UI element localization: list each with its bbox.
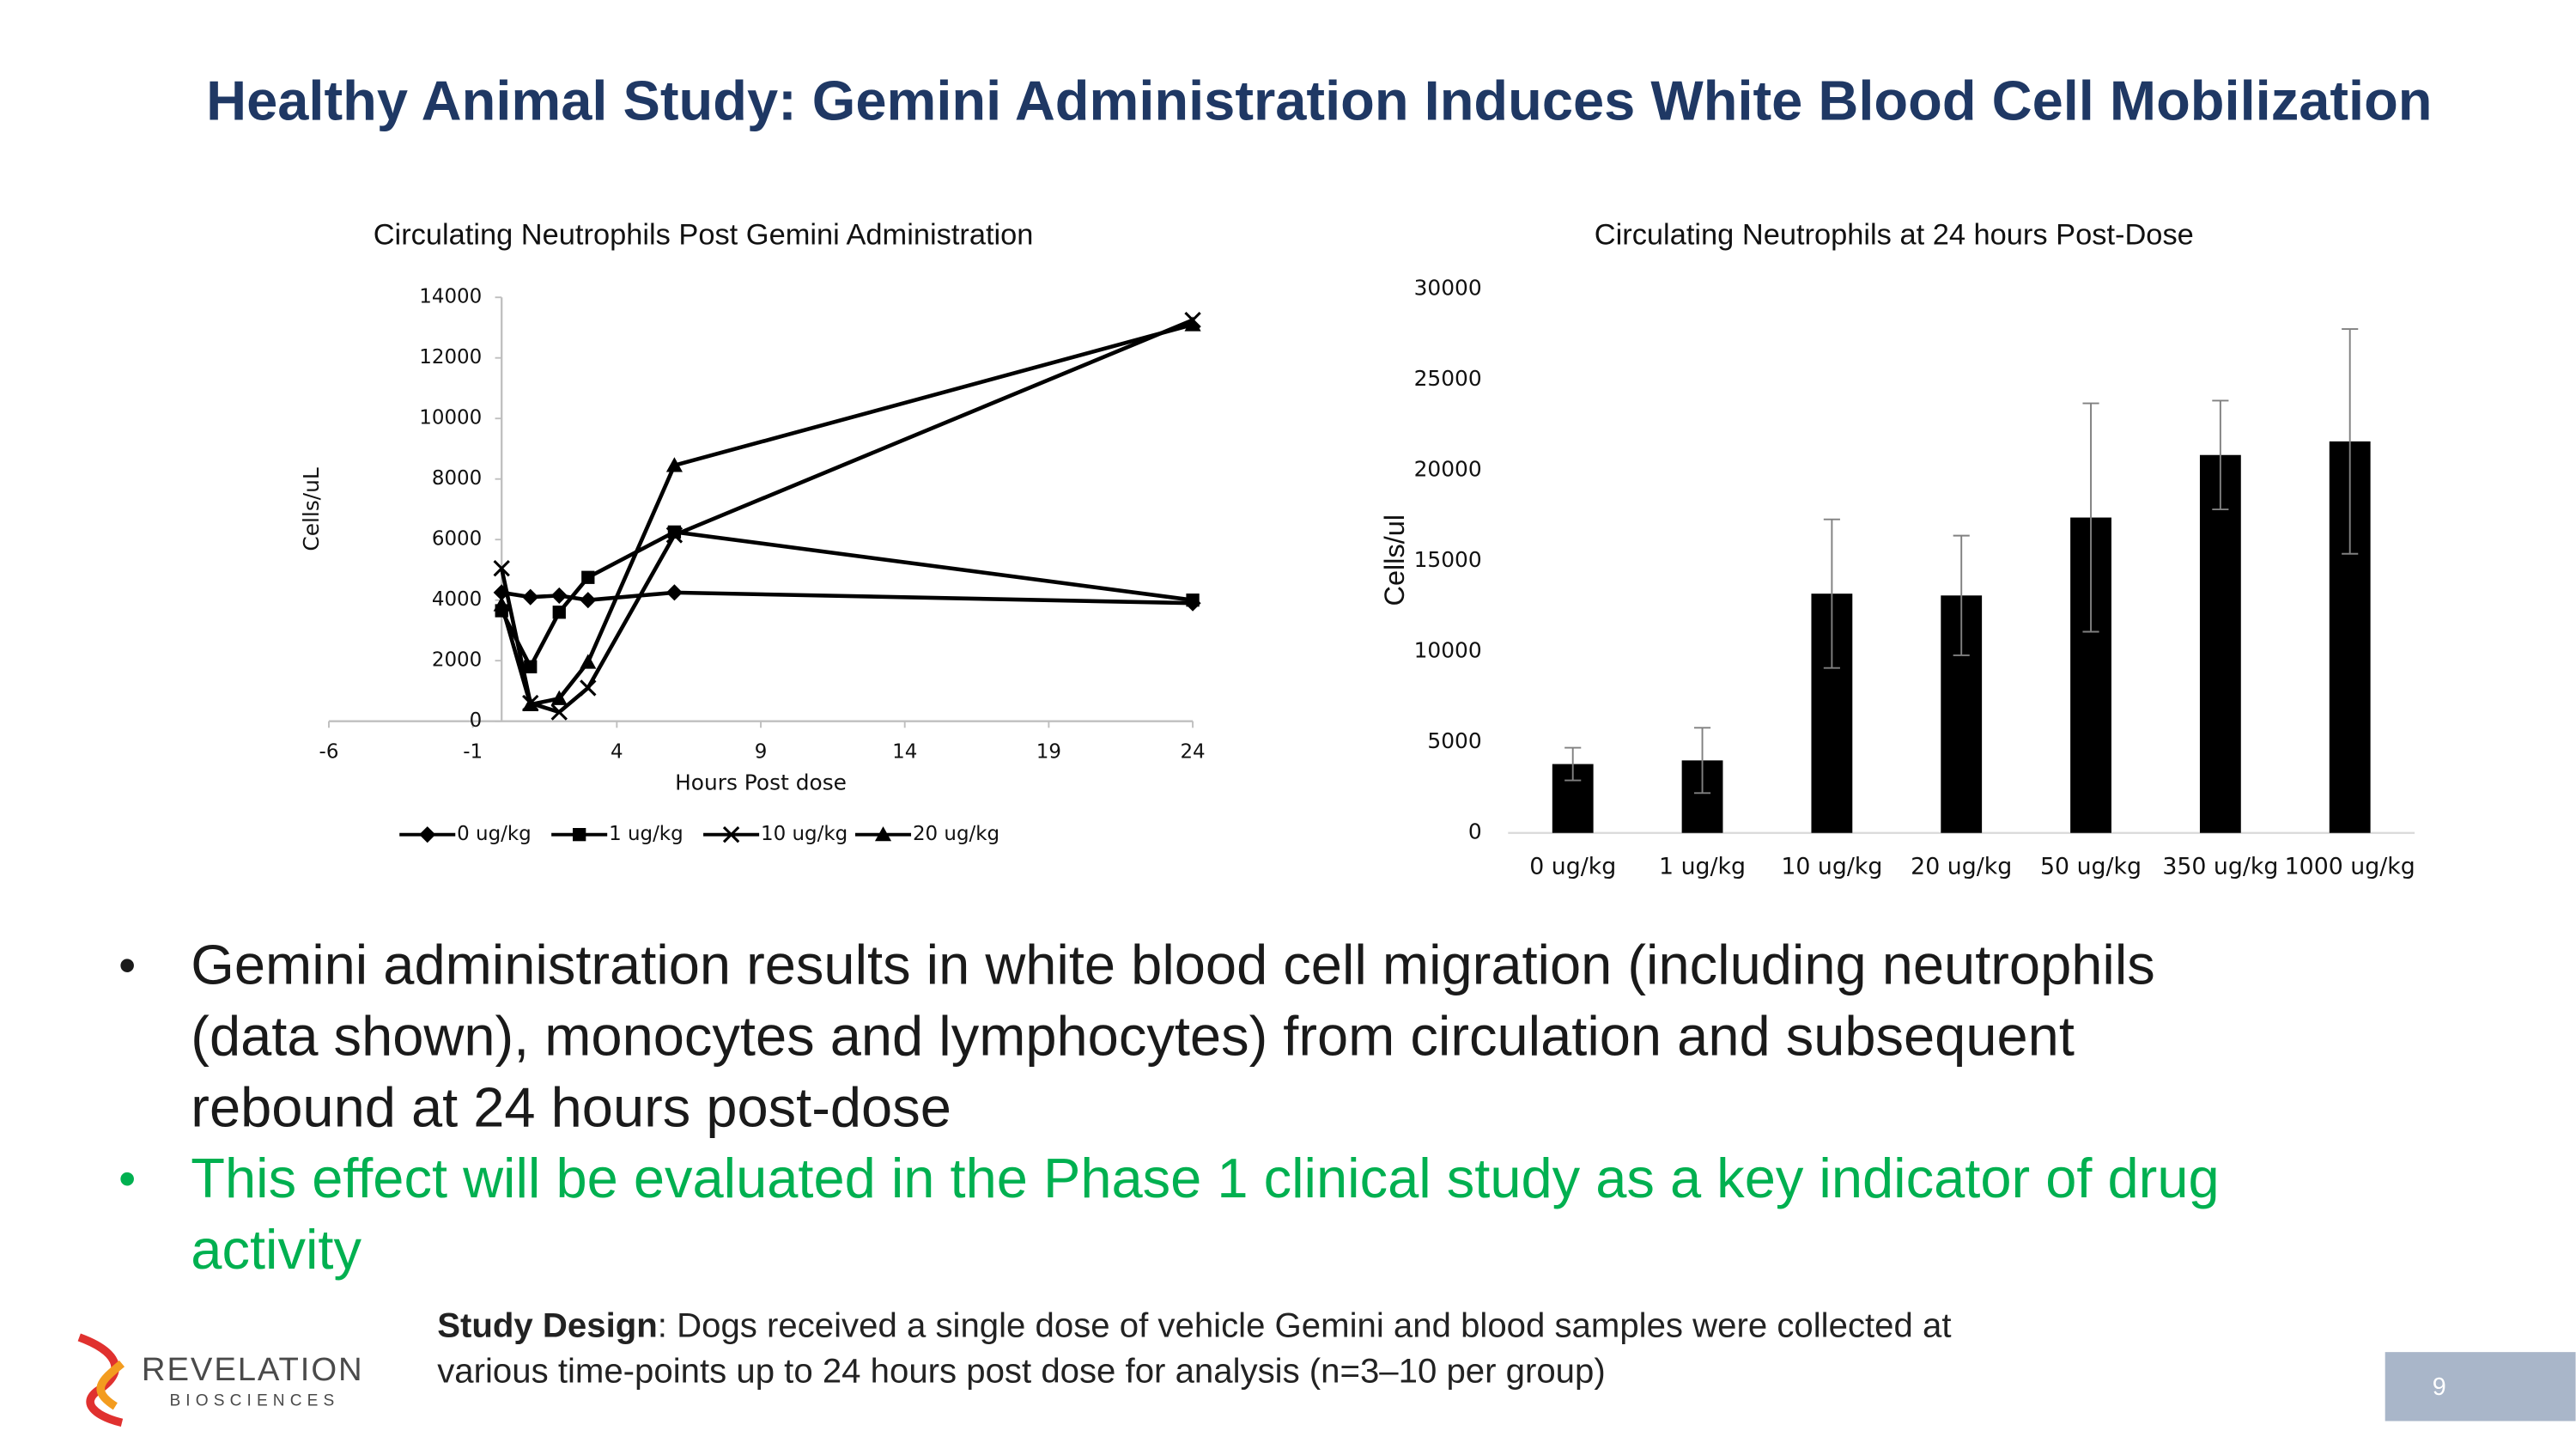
marker (522, 696, 539, 711)
x-tick-label: 19 (1036, 741, 1061, 764)
study-design-text: : Dogs received a single dose of vehicle… (658, 1306, 1952, 1344)
bar (2199, 454, 2241, 833)
y-tick-label: 15000 (1414, 547, 1482, 572)
x-tick-label: 10 ug/kg (1781, 853, 1882, 880)
bullet-text: Gemini administration results in white b… (191, 934, 2154, 996)
x-tick-label: 1000 ug/kg (2285, 853, 2415, 880)
x-tick-label: 20 ug/kg (1911, 853, 2012, 880)
legend-label: 10 ug/kg (761, 823, 848, 845)
marker (722, 825, 740, 843)
bullet-text: This effect will be evaluated in the Pha… (191, 1147, 2219, 1209)
y-tick-label: 2000 (432, 649, 482, 672)
marker (419, 826, 436, 843)
bullet-text: (data shown), monocytes and lymphocytes)… (191, 1004, 2075, 1067)
marker (665, 457, 683, 472)
x-tick-label: 9 (755, 741, 768, 764)
y-axis-label: Cells/uL (299, 467, 324, 551)
x-tick-label: 24 (1180, 741, 1205, 764)
x-tick-label: 1 ug/kg (1659, 853, 1746, 880)
marker (665, 584, 683, 601)
marker (874, 826, 892, 842)
error-bar (2082, 402, 2099, 633)
marker (665, 527, 683, 544)
study-design: Study Design: Dogs received a single dos… (437, 1306, 1951, 1344)
x-tick-label: 4 (611, 741, 623, 764)
legend-label: 1 ug/kg (609, 823, 683, 845)
x-tick-label: 14 (892, 741, 917, 764)
y-tick-label: 4000 (432, 588, 482, 611)
slide-title: Healthy Animal Study: Gemini Administrat… (206, 70, 2432, 132)
marker (1186, 594, 1200, 607)
y-tick-label: 10000 (1414, 638, 1482, 663)
page-number: 9 (2433, 1373, 2446, 1401)
y-tick-label: 0 (1468, 819, 1482, 844)
legend-label: 20 ug/kg (913, 823, 999, 845)
marker (552, 606, 566, 619)
x-tick-label: 50 ug/kg (2040, 853, 2142, 880)
y-tick-label: 20000 (1414, 457, 1482, 482)
series-line (499, 322, 1194, 707)
y-tick-label: 0 (470, 709, 483, 732)
series-line (500, 530, 1194, 672)
marker (550, 703, 568, 721)
chart-title: Circulating Neutrophils Post Gemini Admi… (374, 219, 1034, 252)
y-tick-label: 30000 (1414, 276, 1482, 301)
y-tick-label: 5000 (1427, 728, 1481, 753)
marker (522, 588, 539, 606)
legend-label: 0 ug/kg (457, 823, 532, 845)
marker (493, 596, 510, 612)
bullet-text: activity (191, 1218, 361, 1281)
error-bar (2212, 399, 2229, 510)
marker (580, 679, 597, 697)
bullet-dot: • (118, 1152, 136, 1207)
x-axis-label: Hours Post dose (675, 770, 847, 795)
study-design-label: Study Design (437, 1306, 658, 1344)
x-tick-label: -1 (463, 741, 483, 764)
error-bar (1693, 727, 1711, 795)
y-tick-label: 6000 (432, 528, 482, 551)
marker (1184, 316, 1201, 332)
logo: REVELATION BIOSCIENCES (77, 1333, 364, 1428)
study-design-text: various time-points up to 24 hours post … (437, 1352, 1606, 1391)
marker (580, 592, 597, 609)
x-tick-label: 350 ug/kg (2162, 853, 2278, 880)
y-axis-label: Cells/ul (1379, 514, 1410, 606)
marker (581, 570, 595, 584)
logo-name: REVELATION (142, 1351, 364, 1388)
logo-sub: BIOSCIENCES (169, 1392, 339, 1410)
marker (573, 828, 586, 842)
y-tick-label: 8000 (432, 467, 482, 490)
logo-icon (96, 1360, 125, 1410)
y-tick-label: 10000 (419, 407, 482, 429)
error-bar (1953, 534, 1970, 656)
bullet-text: rebound at 24 hours post-dose (191, 1075, 951, 1138)
bullet-dot: • (118, 939, 136, 994)
series-line (501, 590, 1194, 606)
marker (580, 654, 597, 669)
y-tick-label: 25000 (1414, 366, 1482, 391)
y-tick-label: 14000 (419, 286, 482, 308)
marker (550, 587, 568, 604)
marker (550, 690, 568, 705)
x-tick-label: -6 (319, 741, 339, 764)
error-bar (2342, 328, 2359, 555)
error-bar (1564, 746, 1582, 782)
x-tick-label: 0 ug/kg (1529, 853, 1616, 880)
marker (524, 660, 538, 673)
error-bar (1823, 518, 1840, 669)
series-line (499, 318, 1194, 715)
marker (493, 559, 510, 577)
y-tick-label: 12000 (419, 346, 482, 368)
chart-title: Circulating Neutrophils at 24 hours Post… (1595, 219, 2194, 252)
page-number-box (2385, 1352, 2576, 1422)
